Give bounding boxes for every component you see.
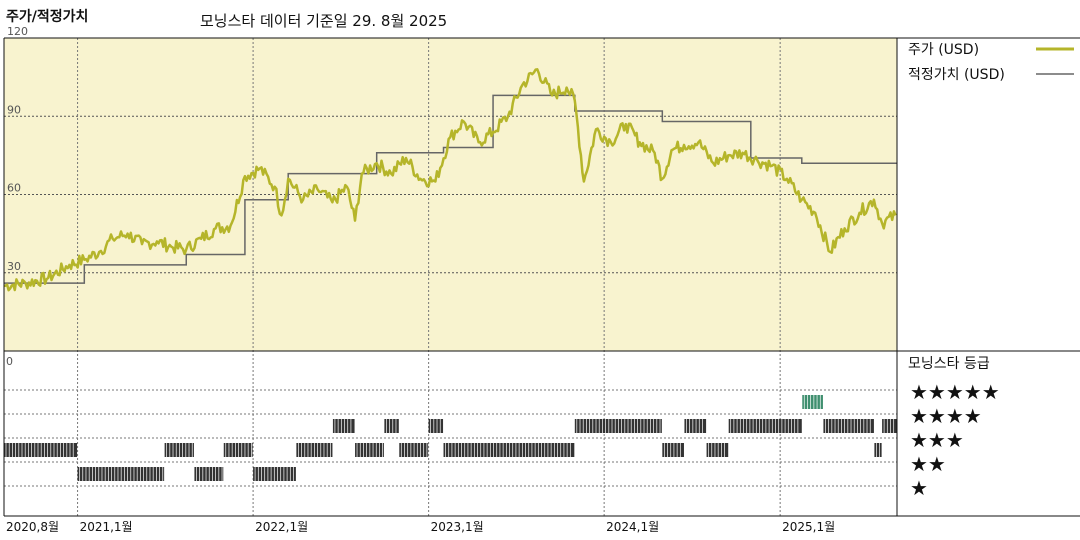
y-tick-label: 120 — [7, 25, 28, 38]
rating-block — [706, 443, 729, 457]
rating-star-label: ★★★★ — [910, 404, 982, 428]
x-tick-label: 2022,1월 — [255, 520, 308, 534]
rating-legend-title: 모닝스타 등급 — [908, 356, 990, 372]
rating-zero-label: 0 — [6, 355, 13, 368]
rating-block — [4, 443, 78, 457]
rating-block — [399, 443, 429, 457]
fair-value-line — [4, 94, 897, 284]
rating-star-label: ★★★ — [910, 428, 964, 452]
axis-labels: 30 60 90 120 2020,8월 2021,1월 2022,1월 2023,1월 202… — [6, 25, 835, 534]
rating-block — [823, 419, 874, 433]
x-tick-label: 2021,1월 — [80, 520, 133, 534]
rating-block — [194, 467, 224, 481]
rating-block — [428, 419, 444, 433]
y-tick-label: 60 — [7, 182, 21, 195]
rating-block — [728, 419, 802, 433]
rating-block — [355, 443, 384, 457]
rating-history — [4, 395, 897, 481]
legend: 주가 (USD)적정가치 (USD)모닝스타 등급★★★★★★★★★★★★★★★ — [908, 42, 1074, 500]
rating-block — [802, 395, 823, 409]
x-tick-label: 2025,1월 — [782, 520, 835, 534]
y-tick-label: 90 — [7, 103, 21, 116]
x-tick-label: 2020,8월 — [6, 520, 59, 534]
rating-star-label: ★★ — [910, 452, 946, 476]
rating-block — [874, 443, 882, 457]
rating-block — [223, 443, 253, 457]
rating-block — [684, 419, 707, 433]
rating-block — [384, 419, 399, 433]
series-lines — [3, 68, 897, 292]
price-line — [3, 68, 897, 292]
chart-frame — [3, 37, 1080, 517]
y-tick-label: 30 — [7, 260, 21, 273]
rating-block — [882, 419, 897, 433]
rating-block — [443, 443, 575, 457]
chart-title: 주가/적정가치 — [6, 9, 89, 25]
chart-subtitle: 모닝스타 데이터 기준일 29. 8월 2025 — [200, 12, 448, 30]
rating-block — [332, 419, 355, 433]
legend-price-label: 주가 (USD) — [908, 42, 979, 58]
rating-star-label: ★★★★★ — [910, 380, 1000, 404]
rating-star-label: ★ — [910, 476, 928, 500]
rating-block — [662, 443, 684, 457]
x-tick-label: 2024,1월 — [606, 520, 659, 534]
legend-fair-value-label: 적정가치 (USD) — [908, 67, 1005, 83]
x-tick-label: 2023,1월 — [431, 520, 484, 534]
